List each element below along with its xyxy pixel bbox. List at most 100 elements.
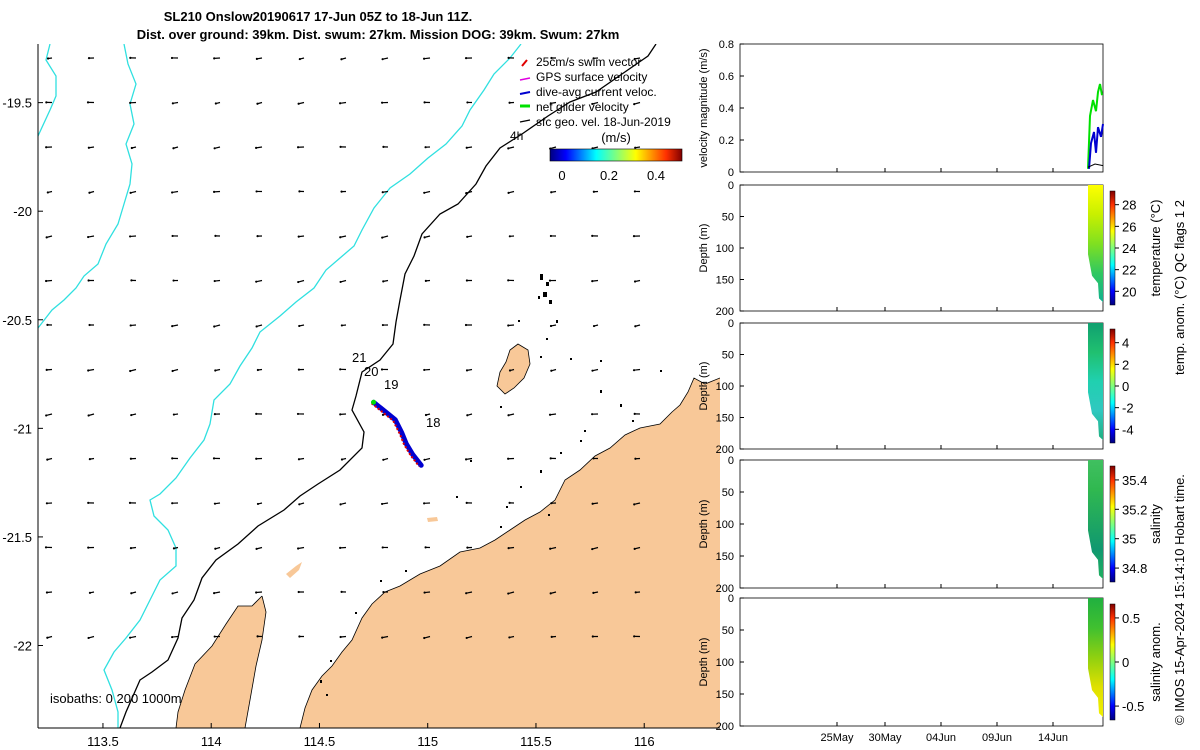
current-vector-head [256, 234, 259, 238]
colorbar-tick-label: -2 [1122, 401, 1134, 416]
current-vector-head [46, 323, 49, 326]
current-vector-head [507, 324, 510, 327]
current-vector-head [465, 501, 468, 505]
current-vector-head [130, 592, 133, 595]
ytick-label: 0.8 [719, 39, 734, 51]
current-vector-head [172, 279, 175, 282]
current-vector-head [382, 280, 385, 283]
current-vector-head [298, 503, 301, 506]
current-vector-head [297, 280, 300, 284]
current-vector-field [44, 56, 641, 640]
current-vector-head [548, 413, 552, 416]
ytick-label: 150 [716, 689, 734, 701]
colorbar [1109, 328, 1116, 444]
current-vector-head [382, 590, 385, 594]
isobath-label: isobaths: 0 200 1000m [50, 691, 182, 706]
legend-note-4h: 4h [510, 129, 523, 143]
ytick-label: 200 [716, 583, 734, 595]
day-label-18: 18 [426, 415, 440, 430]
current-vector-head [213, 325, 216, 328]
coastline [299, 377, 720, 728]
current-vector-head [297, 368, 301, 371]
map-panel: 113.5 114 114.5 115 115.5 116 -19.5 -20 -20.5 -21… [2, 44, 720, 749]
legend-swim-swatch [521, 59, 528, 67]
colorbar-tick-label: -4 [1122, 422, 1134, 437]
current-vector-head [424, 546, 427, 549]
current-vector-head [464, 57, 468, 60]
current-vector-head [340, 58, 343, 61]
current-vector-head [549, 234, 553, 238]
current-vector-head [87, 369, 90, 372]
current-vector-head [382, 458, 385, 461]
date-tick-label: 04Jun [926, 732, 956, 744]
current-vector-head [214, 234, 217, 237]
current-vector-head [214, 369, 217, 372]
current-vector-head [339, 236, 342, 239]
ytick-label: 200 [716, 306, 734, 318]
current-vector-head [550, 369, 553, 372]
day-label-19: 19 [384, 377, 398, 392]
current-vector-head [465, 636, 468, 640]
side-label-qc: © IMOS 15-Apr-2024 15:14:10 Hobart time. [1172, 474, 1187, 725]
current-vector-head [466, 414, 469, 417]
current-vector-head [170, 56, 174, 60]
land-islet-1 [427, 517, 438, 522]
current-vector-head [423, 101, 426, 104]
colorbar-tick-label: 22 [1122, 263, 1136, 278]
legend: 25cm/s swim vector GPS surface velocity … [510, 55, 683, 183]
current-vector-head [214, 547, 217, 550]
current-vector-head [632, 235, 636, 238]
current-vector-head [381, 413, 385, 416]
ytick-label: 0 [728, 180, 734, 192]
current-vector-head [86, 101, 90, 104]
side-label-copyright: © IMOS 15-Apr-2024 15:14:10 Hobart time. [1172, 474, 1187, 725]
current-vector-head [129, 56, 132, 59]
panel-frame [739, 459, 1104, 589]
colorbar-label: temperature (°C) [1148, 200, 1163, 297]
colorbar-tick-0: 0 [558, 168, 565, 183]
current-vector-head [255, 57, 258, 60]
current-vector-head [633, 102, 636, 106]
current-vector-head [255, 591, 258, 594]
current-vector-head [45, 502, 49, 505]
current-vector-head [381, 323, 385, 327]
current-vector-head [423, 502, 426, 505]
current-vector-head [297, 102, 300, 105]
current-vector-head [340, 590, 343, 593]
title-line2: Dist. over ground: 39km. Dist. swum: 27k… [137, 27, 620, 42]
current-vector-head [507, 279, 510, 282]
current-vector-head [256, 102, 259, 105]
current-vector-head [592, 591, 595, 594]
current-vector-head [256, 635, 259, 638]
track-start-marker [371, 399, 377, 405]
current-vector-head [171, 369, 174, 373]
colorbar [1109, 465, 1116, 583]
map-xtick-label: 114 [201, 734, 222, 749]
current-vector-head [507, 592, 510, 595]
current-vector-head [338, 102, 342, 105]
current-vector-head [507, 147, 510, 150]
current-vector-head [129, 324, 132, 327]
current-vector-head [380, 368, 384, 371]
colorbar-tick-label: 4 [1122, 336, 1129, 351]
current-vector-head [171, 191, 174, 194]
current-vector-head [591, 413, 594, 416]
current-vector-head [339, 280, 342, 284]
colorbar-tick-label: 24 [1122, 241, 1136, 256]
isobath-1000m [103, 44, 522, 728]
current-vector-head [464, 323, 468, 327]
current-vector-head [172, 413, 175, 416]
current-vector-head [297, 458, 301, 461]
ytick-label: 0.2 [719, 135, 734, 147]
current-vector-head [88, 191, 91, 194]
current-vector-head [423, 323, 426, 326]
map-xtick-label: 115 [417, 734, 438, 749]
current-vector-head [46, 458, 49, 461]
colorbar-tick-label: 28 [1122, 198, 1136, 213]
current-vector-head [549, 547, 552, 550]
panel-velocity: 0 0.2 0.4 0.6 0.8 velocity magnitude (m/s) [698, 39, 1104, 179]
current-vector-head [592, 57, 595, 60]
colorbar-label: salinity [1148, 504, 1163, 544]
current-vector-head [255, 325, 258, 328]
